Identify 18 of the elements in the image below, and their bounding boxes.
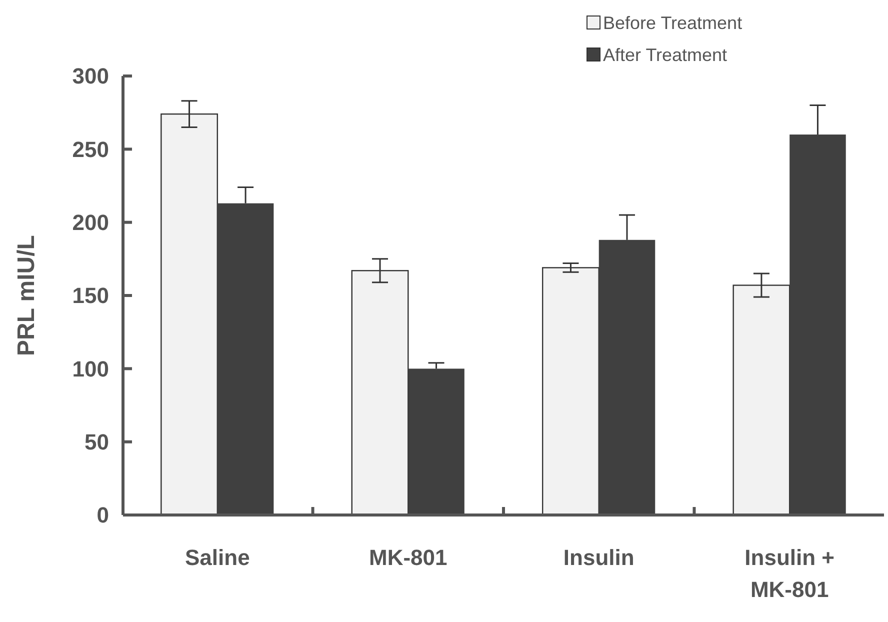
x-tick-label: Insulin xyxy=(563,545,634,570)
y-tick-label: 100 xyxy=(72,356,109,382)
x-tick-label: MK-801 xyxy=(369,545,448,570)
y-tick-label: 150 xyxy=(72,283,109,308)
bar xyxy=(790,134,846,515)
x-tick-label: Insulin + MK-801 xyxy=(744,545,835,602)
y-tick-label: 300 xyxy=(72,64,109,89)
legend-label: After Treatment xyxy=(603,45,728,65)
bar xyxy=(217,203,274,515)
legend-label: Before Treatment xyxy=(603,13,742,33)
y-axis-title: PRL mIU/L xyxy=(13,235,40,356)
y-tick-label: 50 xyxy=(84,430,109,455)
y-tick-label: 0 xyxy=(96,502,109,528)
y-tick-label: 250 xyxy=(72,136,109,162)
x-tick-label: Saline xyxy=(185,545,250,570)
y-tick-label: 200 xyxy=(72,210,109,236)
bar xyxy=(598,240,656,515)
bar xyxy=(408,368,464,515)
